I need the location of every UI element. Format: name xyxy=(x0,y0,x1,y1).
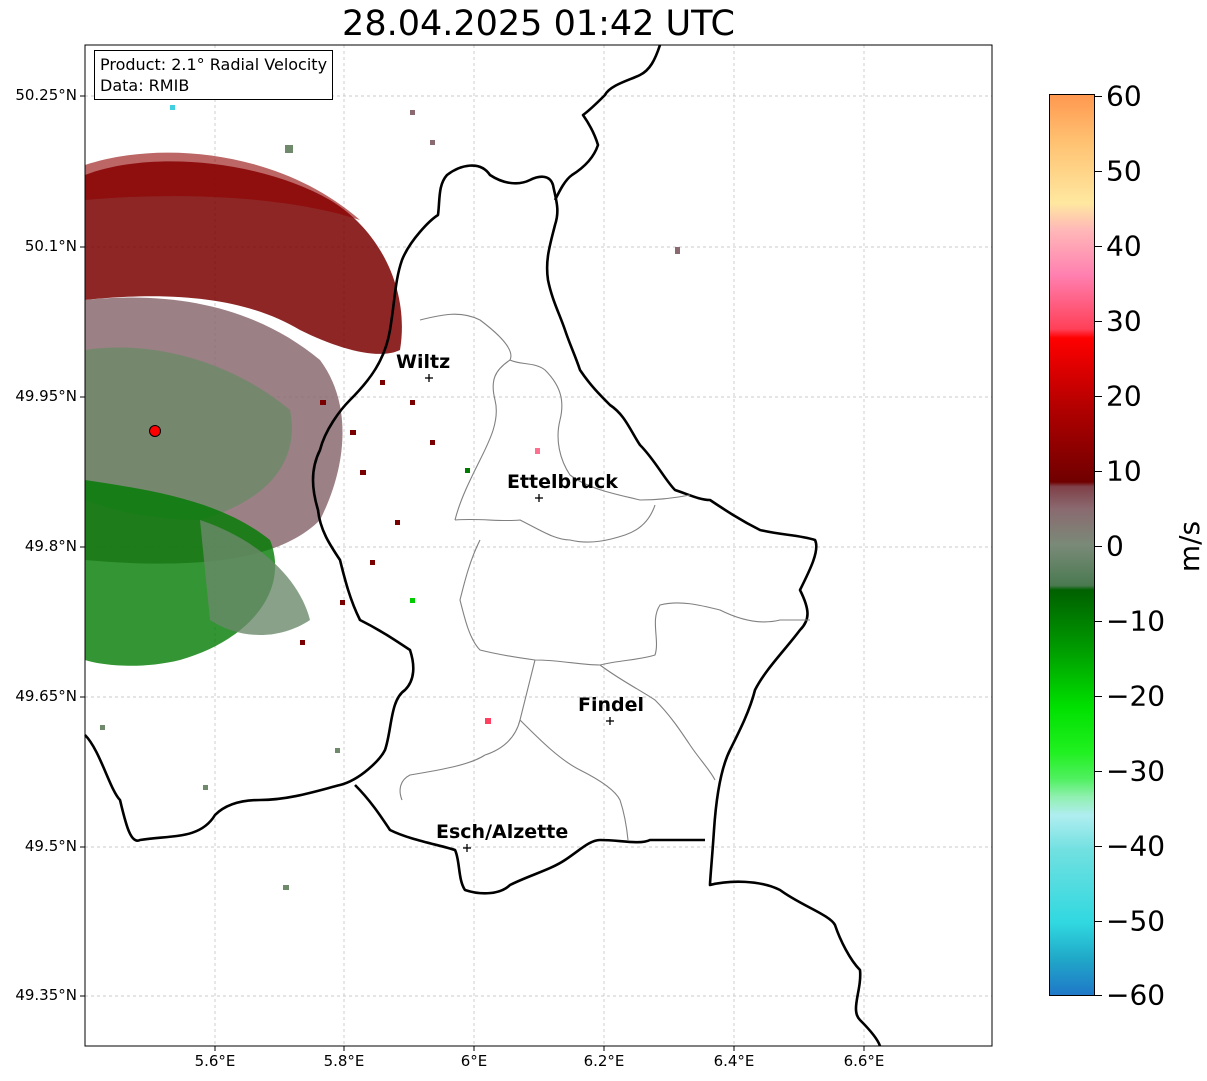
radar-echo-receding xyxy=(85,152,402,354)
colorbar-tick: −50 xyxy=(1106,904,1166,938)
colorbar-unit-label: m/s xyxy=(1173,520,1207,573)
product-label: Product: 2.1° Radial Velocity xyxy=(100,55,328,74)
colorbar-tick: −60 xyxy=(1106,978,1166,1012)
country-borders xyxy=(84,44,882,1047)
canton-borders xyxy=(399,313,810,841)
lat-tick: 49.65°N xyxy=(15,687,77,705)
colorbar-tick: 60 xyxy=(1106,79,1142,113)
colorbar-tick: 50 xyxy=(1106,154,1142,188)
colorbar-tick: −30 xyxy=(1106,754,1166,788)
radar-echo-approaching xyxy=(85,480,310,666)
product-info-box: Product: 2.1° Radial Velocity Data: RMIB xyxy=(94,50,334,100)
lat-tick: 50.1°N xyxy=(24,237,77,255)
city-label-ettelbruck: Ettelbruck xyxy=(507,471,618,493)
city-markers xyxy=(425,374,614,852)
radar-site-marker xyxy=(149,425,161,437)
city-label-esch-alzette: Esch/Alzette xyxy=(436,821,569,843)
colorbar-tick: −10 xyxy=(1106,604,1166,638)
city-label-findel: Findel xyxy=(578,694,645,716)
city-label-wiltz: Wiltz xyxy=(396,351,451,373)
lon-tick: 5.8°E xyxy=(323,1052,365,1070)
chart-title: 28.04.2025 01:42 UTC xyxy=(342,4,735,44)
colorbar-tick: −40 xyxy=(1106,829,1166,863)
lon-tick: 6°E xyxy=(460,1052,488,1070)
lon-tick: 5.6°E xyxy=(194,1052,236,1070)
lat-tick: 49.95°N xyxy=(15,387,77,405)
colorbar-tick: 40 xyxy=(1106,229,1142,263)
colorbar-tick: 20 xyxy=(1106,379,1142,413)
lat-tick: 49.5°N xyxy=(24,837,77,855)
lon-tick: 6.6°E xyxy=(843,1052,885,1070)
lon-tick: 6.2°E xyxy=(583,1052,625,1070)
colorbar xyxy=(1049,94,1095,996)
data-source-label: Data: RMIB xyxy=(100,76,190,95)
colorbar-tick: 0 xyxy=(1106,529,1124,563)
lat-tick: 50.25°N xyxy=(15,86,77,104)
radar-echo-scatter xyxy=(100,105,680,890)
lon-tick: 6.4°E xyxy=(713,1052,755,1070)
lat-tick: 49.8°N xyxy=(24,537,77,555)
lat-tick: 49.35°N xyxy=(15,986,77,1004)
colorbar-tick: −20 xyxy=(1106,679,1166,713)
colorbar-tick: 30 xyxy=(1106,304,1142,338)
colorbar-tick: 10 xyxy=(1106,454,1142,488)
